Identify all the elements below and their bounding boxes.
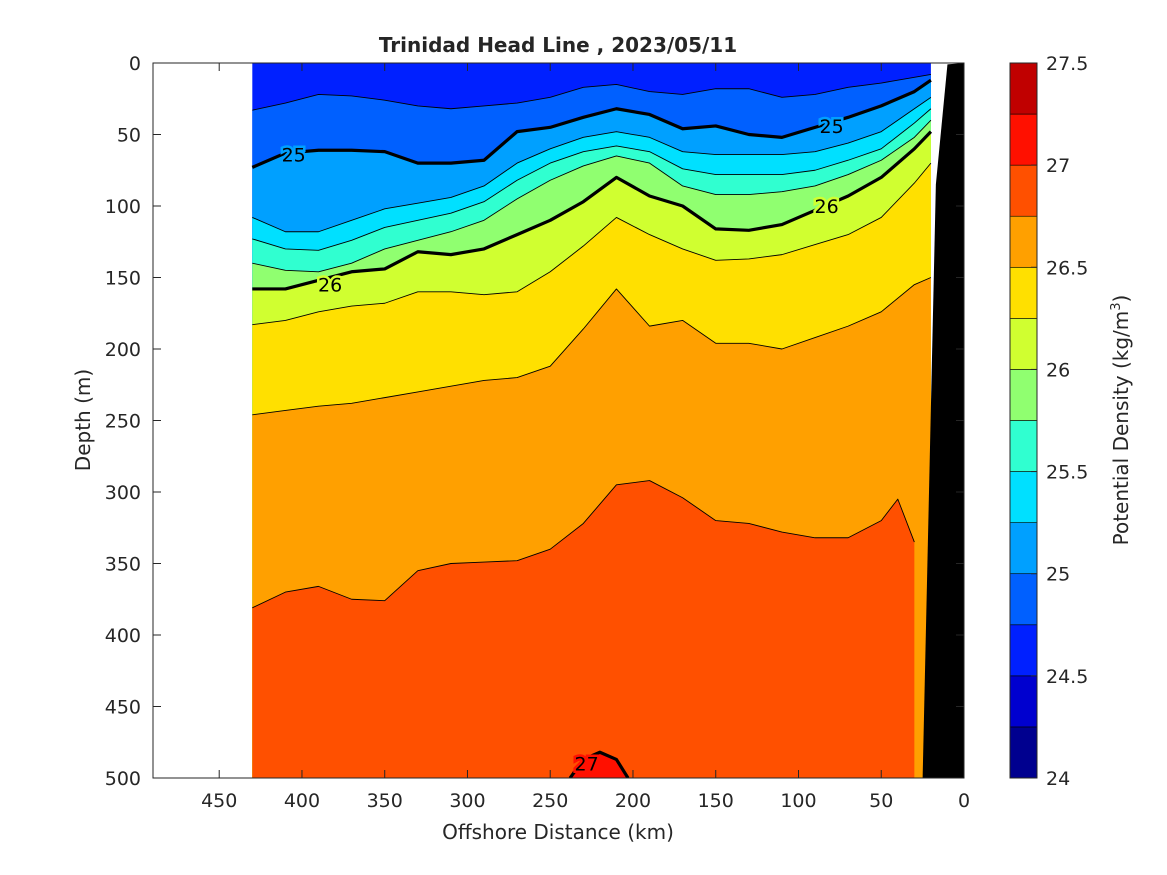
contour-label-27: 27	[575, 754, 599, 776]
contour-line-25.5	[252, 108, 932, 251]
colorbar-tick-label: 25	[1046, 564, 1070, 586]
colorbar-tick-label: 26	[1046, 359, 1070, 381]
colorbar-segment	[1009, 318, 1038, 370]
colorbar-tick-label: 27	[1046, 155, 1070, 177]
contour-label-26: 26	[318, 275, 342, 297]
y-tick-label: 50	[117, 125, 141, 147]
colorbar-segment	[1009, 164, 1038, 217]
colorbar-frame	[1009, 62, 1038, 779]
y-tick-label: 200	[105, 339, 141, 361]
y-tick-label: 0	[129, 53, 141, 75]
x-tick-label: 50	[869, 790, 893, 812]
x-tick-label: 350	[367, 790, 403, 812]
y-tick-label: 100	[105, 196, 141, 218]
x-axis-ticks: 450 400 350 300 250 200 150 100 50 0	[201, 63, 970, 812]
colorbar-segment	[1009, 471, 1038, 523]
contour-line-26.5	[252, 277, 932, 416]
colorbar-segment	[1009, 215, 1038, 268]
x-tick-label: 300	[449, 790, 485, 812]
y-tick-label: 450	[105, 697, 141, 719]
x-tick-label: 400	[284, 790, 320, 812]
x-tick-label: 450	[201, 790, 237, 812]
contour-label-25: 25	[282, 145, 306, 167]
contour-line-25.75	[252, 119, 932, 273]
y-axis-label: Depth (m)	[71, 369, 95, 471]
land-mask-shape	[922, 63, 964, 778]
y-tick-label: 350	[105, 554, 141, 576]
colorbar-tick-label: 25.5	[1046, 462, 1088, 484]
contour-fills	[252, 63, 931, 778]
colorbar-segment	[1009, 675, 1038, 728]
colorbar-tick-label: 26.5	[1046, 257, 1088, 279]
x-axis-label: Offshore Distance (km)	[442, 820, 674, 844]
y-tick-label: 300	[105, 482, 141, 504]
y-tick-label: 400	[105, 625, 141, 647]
colorbar-label-main: Potential Density (kg/m	[1109, 311, 1133, 546]
x-tick-label: 200	[615, 790, 651, 812]
x-tick-label: 250	[532, 790, 568, 812]
colorbar-segment	[1009, 62, 1038, 115]
colorbar-segment	[1009, 266, 1038, 319]
colorbar-segment	[1009, 420, 1038, 472]
contour-line-24.75	[252, 73, 931, 111]
contour-line-26.75	[252, 480, 915, 609]
colorbar-segment	[1009, 573, 1038, 626]
chart-title: Trinidad Head Line , 2023/05/11	[379, 33, 737, 57]
colorbar-tick-label: 24	[1046, 768, 1070, 790]
colorbar-segment	[1009, 369, 1038, 421]
contour-line-27	[568, 750, 630, 778]
y-tick-label: 500	[105, 768, 141, 790]
y-tick-label: 150	[105, 268, 141, 290]
land-mask	[922, 63, 964, 778]
colorbar-segment	[1009, 522, 1038, 575]
colorbar-label-superscript: 3	[1109, 302, 1124, 310]
colorbar-label: Potential Density (kg/m3)	[1109, 295, 1133, 546]
colorbar-ticks: 24 24.5 25 25.5 26 26.5 27 27.5	[1031, 53, 1088, 790]
contour-line-25	[251, 78, 932, 169]
x-tick-label: 0	[958, 790, 970, 812]
contour-lines	[251, 73, 933, 778]
contour-line-26	[252, 130, 933, 291]
x-tick-label: 100	[780, 790, 816, 812]
colorbar-segment	[1009, 624, 1038, 677]
colorbar	[1009, 62, 1038, 779]
contour-label-26: 26	[815, 196, 839, 218]
colorbar-label-end: )	[1109, 295, 1133, 303]
contour-line-26.25	[252, 162, 932, 326]
colorbar-tick-label: 24.5	[1046, 666, 1088, 688]
colorbar-segment	[1009, 726, 1038, 779]
density-band-26.75	[252, 480, 915, 778]
contour-label-25: 25	[819, 116, 843, 138]
colorbar-segment	[1009, 113, 1038, 166]
x-tick-label: 150	[698, 790, 734, 812]
colorbar-tick-label: 27.5	[1046, 53, 1088, 75]
contour-line-25.25	[252, 96, 932, 233]
contour-labels: 25 25 26 26 27	[279, 113, 846, 778]
y-tick-label: 250	[105, 411, 141, 433]
y-axis-ticks: 0 50 100 150 200 250 300 350 400 450 500	[105, 53, 964, 790]
